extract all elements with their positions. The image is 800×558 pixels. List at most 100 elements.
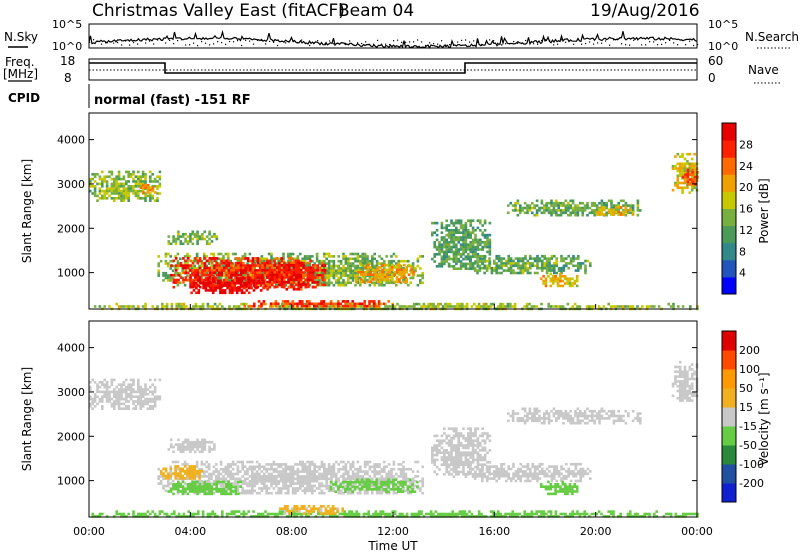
scatter-cell (293, 278, 296, 281)
scatter-cell (275, 492, 278, 495)
scatter-cell (238, 305, 241, 308)
nsearch-dot (601, 43, 602, 44)
scatter-cell (218, 274, 221, 277)
scatter-cell (204, 269, 207, 272)
scatter-cell (289, 475, 292, 478)
scatter-cell (125, 400, 128, 403)
scatter-cell (381, 284, 384, 287)
scatter-cell (170, 439, 173, 442)
scatter-cell (251, 487, 254, 490)
nsearch-dot (637, 39, 638, 40)
scatter-cell (144, 383, 147, 386)
scatter-cell (342, 300, 345, 303)
scatter-cell (553, 272, 556, 275)
scatter-cell (290, 274, 293, 277)
scatter-cell (462, 246, 465, 249)
scatter-cell (196, 475, 199, 478)
scatter-cell (450, 241, 453, 244)
scatter-cell (261, 487, 264, 490)
scatter-cell (575, 269, 578, 272)
scatter-cell (224, 292, 227, 295)
scatter-cell (115, 391, 118, 394)
scatter-cell (172, 480, 175, 483)
freq-trace (89, 63, 697, 73)
scatter-cell (321, 461, 324, 464)
scatter-cell (479, 241, 482, 244)
scatter-cell (369, 475, 372, 478)
scatter-cell (135, 192, 138, 195)
scatter-cell (366, 470, 369, 473)
scatter-cell (194, 465, 197, 468)
scatter-cell (550, 200, 553, 203)
scatter-cell (91, 379, 94, 382)
scatter-cell (135, 395, 138, 398)
scatter-cell (613, 213, 616, 216)
scatter-cell (584, 260, 587, 263)
scatter-cell (340, 272, 343, 275)
scatter-cell (239, 478, 242, 481)
scatter-cell (548, 269, 551, 272)
scatter-cell (206, 260, 209, 263)
scatter-cell (313, 473, 316, 476)
scatter-cell (576, 277, 579, 280)
scatter-cell (213, 466, 216, 469)
scatter-cell (560, 260, 563, 263)
scatter-cell (139, 400, 142, 403)
scatter-cell (455, 222, 458, 225)
scatter-cell (438, 243, 441, 246)
scatter-cell (693, 153, 696, 156)
scatter-cell (242, 264, 245, 267)
nsearch-dot (401, 42, 402, 43)
scatter-cell (274, 274, 277, 277)
scatter-cell (364, 470, 367, 473)
scatter-cell (396, 269, 399, 272)
scatter-cell (421, 274, 424, 277)
scatter-cell (306, 482, 309, 485)
scatter-cell (474, 246, 477, 249)
scatter-cell (462, 263, 465, 266)
scatter-cell (172, 446, 175, 449)
scatter-cell (157, 272, 160, 275)
scatter-cell (371, 262, 374, 265)
scatter-cell (489, 251, 492, 254)
scatter-cell (289, 485, 292, 488)
scatter-cell (567, 209, 570, 212)
scatter-cell (536, 265, 539, 268)
scatter-cell (297, 468, 300, 471)
scatter-cell (465, 224, 468, 227)
scatter-cell (101, 398, 104, 401)
scatter-cell (113, 405, 116, 408)
scatter-cell (472, 227, 475, 230)
scatter-cell (405, 478, 408, 481)
scatter-cell (575, 257, 578, 260)
scatter-cell (479, 219, 482, 222)
scatter-cell (620, 200, 623, 203)
scatter-cell (175, 257, 178, 260)
scatter-cell (194, 276, 197, 279)
scatter-cell (373, 305, 376, 308)
scatter-cell (270, 463, 273, 466)
scatter-cell (157, 482, 160, 485)
scatter-cell (189, 260, 192, 263)
scatter-cell (281, 286, 284, 289)
scatter-cell (182, 257, 185, 260)
scatter-cell (125, 379, 128, 382)
scatter-cell (111, 197, 114, 200)
scatter-cell (282, 487, 285, 490)
scatter-cell (151, 393, 154, 396)
scatter-cell (201, 448, 204, 451)
scatter-cell (211, 441, 214, 444)
scatter-cell (361, 470, 364, 473)
scatter-cell (127, 171, 130, 174)
scatter-cell (213, 269, 216, 272)
scatter-cell (483, 255, 486, 258)
scatter-cell (151, 305, 154, 308)
scatter-cell (615, 305, 618, 308)
scatter-cell (563, 267, 566, 270)
scatter-cell (565, 204, 568, 207)
scatter-cell (323, 303, 326, 306)
scatter-cell (360, 264, 363, 267)
scatter-cell (264, 264, 267, 267)
scatter-cell (258, 478, 261, 481)
